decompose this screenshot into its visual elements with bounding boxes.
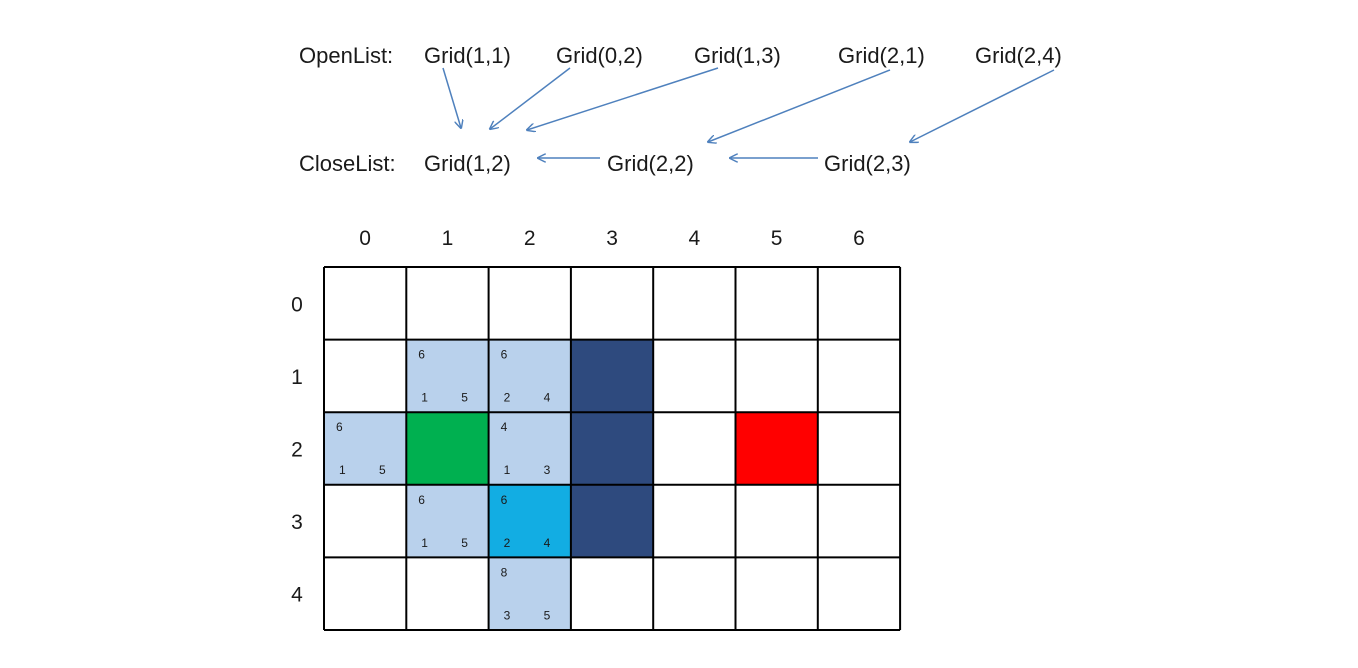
cell-f-score: 6 xyxy=(501,493,508,507)
row-headers: 0 1 2 3 4 xyxy=(291,293,303,606)
arrow-connector xyxy=(910,69,1055,142)
grid-cell-open xyxy=(324,412,407,485)
column-header: 0 xyxy=(359,227,371,250)
cell-h-score: 5 xyxy=(544,608,551,622)
column-header: 5 xyxy=(771,227,783,250)
cell-f-score: 6 xyxy=(418,348,425,362)
cell-g-score: 1 xyxy=(504,463,511,477)
cell-h-score: 4 xyxy=(544,391,551,405)
grid-cell-wall xyxy=(570,484,654,558)
cell-f-score: 8 xyxy=(501,565,508,579)
grid-cells: 6 1 5 6 2 4 6 1 5 4 1 3 6 1 5 6 2 4 8 3 5 xyxy=(324,339,818,630)
open-list-item-new: Grid(2,4) xyxy=(975,43,1062,68)
grid-cell-open xyxy=(488,339,571,413)
grid-cell-open xyxy=(406,339,489,413)
grid-cell-current xyxy=(488,484,571,558)
grid-cell-wall xyxy=(570,339,654,413)
column-headers: 0 1 2 3 4 5 6 xyxy=(359,227,864,250)
cell-f-score: 6 xyxy=(336,420,343,434)
grid-cell-start xyxy=(406,412,489,485)
grid-cell-wall xyxy=(570,412,654,485)
close-list-item: Grid(1,2) xyxy=(424,151,511,176)
cell-g-score: 3 xyxy=(504,608,511,622)
row-header: 1 xyxy=(291,366,303,389)
grid-cell-open xyxy=(488,557,571,630)
arrow-connector xyxy=(527,67,719,130)
cell-h-score: 3 xyxy=(544,463,551,477)
row-header: 0 xyxy=(291,293,303,316)
cell-h-score: 5 xyxy=(379,463,386,477)
cell-f-score: 6 xyxy=(418,493,425,507)
cell-h-score: 4 xyxy=(544,536,551,550)
column-header: 3 xyxy=(606,227,618,250)
grid-cell-open xyxy=(406,484,489,558)
arrow-connector xyxy=(708,69,891,142)
open-list-item: Grid(1,3) xyxy=(694,43,781,68)
close-list-item: Grid(2,2) xyxy=(607,151,694,176)
open-list-item: Grid(0,2) xyxy=(556,43,643,68)
cell-g-score: 1 xyxy=(421,536,428,550)
row-header: 4 xyxy=(291,584,303,607)
cell-g-score: 1 xyxy=(339,463,346,477)
grid-cell-open xyxy=(488,412,571,485)
row-header: 3 xyxy=(291,511,303,534)
cell-g-score: 2 xyxy=(504,536,511,550)
arrow-connector xyxy=(442,67,461,128)
cell-h-score: 5 xyxy=(461,391,468,405)
close-list-item: Grid(2,3) xyxy=(824,151,911,176)
arrow-connector xyxy=(490,67,571,129)
cell-h-score: 5 xyxy=(461,536,468,550)
close-list-label: CloseList: xyxy=(299,151,396,176)
column-header: 2 xyxy=(524,227,536,250)
open-list-item: Grid(2,1) xyxy=(838,43,925,68)
column-header: 4 xyxy=(689,227,701,250)
cell-f-score: 6 xyxy=(501,348,508,362)
grid-cell-goal xyxy=(735,412,818,485)
row-header: 2 xyxy=(291,439,303,462)
column-header: 6 xyxy=(853,227,865,250)
cell-g-score: 2 xyxy=(504,391,511,405)
cell-g-score: 1 xyxy=(421,391,428,405)
cell-f-score: 4 xyxy=(501,420,508,434)
grid-lines xyxy=(323,266,902,631)
open-list-label: OpenList: xyxy=(299,43,393,68)
open-list-item: Grid(1,1) xyxy=(424,43,511,68)
column-header: 1 xyxy=(442,227,454,250)
